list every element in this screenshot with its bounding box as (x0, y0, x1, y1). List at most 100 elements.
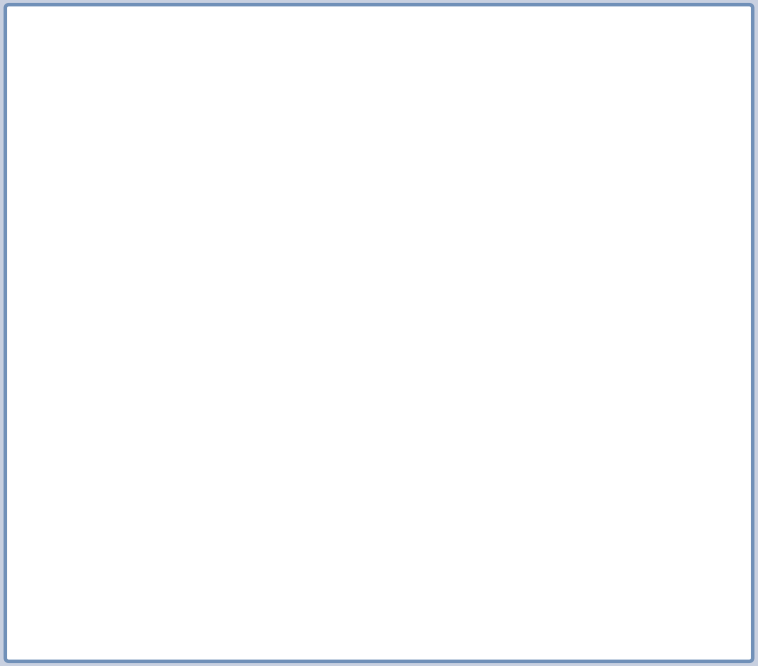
Text: Office/
Outpatient: Office/ Outpatient (96, 106, 155, 127)
Polygon shape (164, 207, 178, 280)
Text: $37,659: $37,659 (513, 176, 559, 186)
Text: Source:     “LEWINGROUP” analysis of 2006 Medical Expenditures Panel Survey, 200: Source: “LEWINGROUP” analysis of 2006 Me… (30, 624, 473, 635)
Bar (409, 296, 455, 458)
Polygon shape (552, 296, 566, 324)
Polygon shape (215, 334, 275, 351)
Polygon shape (506, 247, 566, 264)
Polygon shape (595, 89, 606, 133)
Bar (566, 105, 595, 133)
Text: $30,660: $30,660 (222, 241, 268, 252)
Polygon shape (261, 254, 275, 291)
Polygon shape (455, 440, 469, 557)
Bar (603, 291, 649, 300)
Bar (215, 466, 261, 557)
Polygon shape (552, 247, 566, 312)
Text: $35,816: $35,816 (416, 193, 462, 203)
Bar (312, 482, 358, 557)
Polygon shape (261, 323, 275, 351)
Polygon shape (312, 465, 372, 482)
Bar (117, 280, 164, 288)
Polygon shape (455, 221, 469, 288)
Polygon shape (455, 206, 469, 238)
Polygon shape (117, 540, 178, 557)
Polygon shape (164, 540, 178, 563)
Polygon shape (552, 540, 566, 563)
Polygon shape (552, 189, 566, 264)
Bar (409, 288, 455, 296)
Bar (215, 351, 261, 466)
Bar (506, 264, 552, 312)
Bar (215, 291, 261, 340)
Polygon shape (409, 540, 469, 557)
Bar (506, 557, 552, 563)
Polygon shape (603, 283, 664, 300)
Text: $38,461: $38,461 (125, 168, 171, 178)
Polygon shape (603, 274, 664, 291)
Bar (506, 324, 552, 481)
Bar (409, 458, 455, 557)
Polygon shape (117, 263, 178, 280)
Polygon shape (358, 465, 372, 557)
Polygon shape (117, 272, 178, 288)
Polygon shape (358, 344, 372, 482)
Text: Emergency
Room: Emergency Room (356, 106, 417, 127)
Bar (603, 467, 649, 557)
Polygon shape (117, 181, 178, 198)
Polygon shape (215, 540, 275, 557)
Text: Prescription
Drugs: Prescription Drugs (485, 106, 550, 127)
Polygon shape (603, 234, 664, 250)
Polygon shape (215, 274, 275, 291)
Polygon shape (312, 308, 372, 325)
Polygon shape (506, 307, 566, 324)
Bar (117, 288, 164, 431)
Bar (307, 105, 336, 133)
Bar (312, 360, 358, 482)
Polygon shape (506, 296, 566, 312)
Text: $23,898: $23,898 (319, 304, 365, 314)
Polygon shape (215, 449, 275, 466)
Polygon shape (164, 181, 178, 224)
Polygon shape (649, 274, 664, 300)
Bar (117, 198, 164, 224)
Bar (506, 312, 552, 324)
Bar (215, 271, 261, 291)
Polygon shape (409, 270, 469, 288)
Polygon shape (455, 270, 469, 296)
Polygon shape (409, 206, 469, 223)
Bar (603, 557, 649, 563)
Polygon shape (552, 464, 566, 557)
Bar (117, 224, 164, 280)
Polygon shape (649, 244, 664, 291)
Polygon shape (206, 89, 217, 133)
Polygon shape (649, 540, 664, 563)
Bar (312, 325, 358, 349)
Text: Exhibit 19:  Health Spending by Type of Service for the Top 5% by Primary: Exhibit 19: Health Spending by Type of S… (102, 30, 656, 43)
Polygon shape (261, 449, 275, 557)
Polygon shape (506, 464, 566, 481)
Polygon shape (552, 307, 566, 481)
Polygon shape (48, 89, 87, 105)
Polygon shape (506, 540, 566, 557)
Polygon shape (455, 279, 469, 458)
Polygon shape (649, 234, 664, 260)
Bar (506, 206, 552, 264)
Bar (409, 238, 455, 288)
Polygon shape (409, 221, 469, 238)
Bar (506, 481, 552, 557)
Polygon shape (603, 450, 664, 467)
Polygon shape (649, 450, 664, 557)
Bar (312, 349, 358, 360)
Polygon shape (215, 254, 275, 271)
Text: $32,849: $32,849 (610, 221, 656, 231)
Text: Home Health: Home Health (615, 112, 686, 122)
Polygon shape (177, 89, 217, 105)
Bar (437, 105, 465, 133)
Polygon shape (649, 283, 664, 467)
Polygon shape (117, 207, 178, 224)
Bar (603, 300, 649, 467)
Polygon shape (603, 244, 664, 260)
Bar (312, 557, 358, 563)
Polygon shape (506, 189, 566, 206)
Polygon shape (566, 89, 606, 105)
Polygon shape (358, 332, 372, 360)
